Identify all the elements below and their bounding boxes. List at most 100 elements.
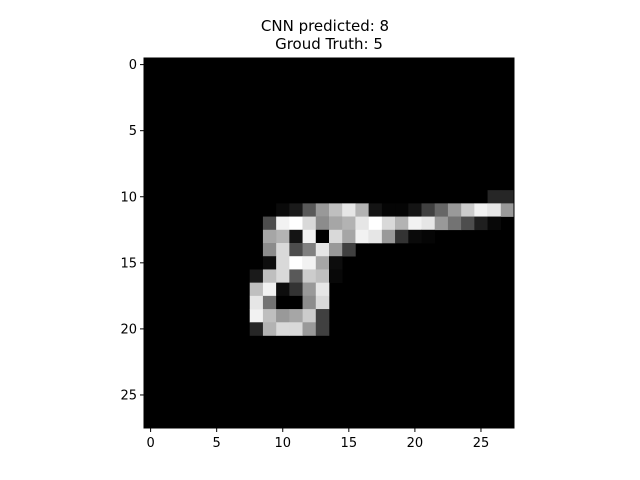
image-pixel	[289, 203, 303, 217]
image-pixel	[355, 203, 369, 217]
image-pixel	[249, 282, 264, 297]
image-pixel	[276, 322, 290, 336]
chart-title-line-2: Groud Truth: 5	[275, 35, 383, 53]
mnist-image	[144, 58, 515, 428]
image-pixel	[289, 309, 303, 323]
chart-title-line-1: CNN predicted: 8	[261, 17, 389, 35]
x-tick-label: 0	[146, 436, 154, 451]
image-pixel	[447, 203, 462, 217]
x-tick-label: 20	[407, 436, 424, 451]
image-pixel	[329, 269, 343, 283]
image-pixel	[434, 203, 449, 217]
image-pixel	[315, 269, 330, 283]
x-tick-label: 15	[341, 436, 358, 451]
image-pixel	[276, 269, 290, 283]
image-pixel	[276, 309, 290, 323]
image-pixel	[302, 229, 317, 244]
image-pixel	[262, 309, 277, 323]
image-pixel	[302, 322, 317, 336]
image-pixel	[395, 216, 409, 231]
image-pixel	[262, 229, 277, 244]
image-pixel	[276, 216, 290, 231]
axes-frame	[143, 57, 515, 429]
image-pixel	[289, 229, 303, 244]
image-pixel	[368, 203, 383, 217]
image-pixel	[289, 295, 303, 310]
image-pixel	[262, 216, 277, 231]
image-pixel	[249, 309, 264, 323]
image-pixel	[329, 229, 343, 244]
image-pixel	[315, 282, 330, 297]
image-pixel	[262, 322, 277, 336]
image-pixel	[262, 269, 277, 283]
image-pixel	[262, 243, 277, 257]
image-pixel	[500, 203, 515, 217]
image-pixel	[262, 295, 277, 310]
image-pixel	[461, 216, 475, 231]
x-tick-label: 5	[213, 436, 221, 451]
image-pixel	[421, 203, 436, 217]
image-pixel	[342, 243, 356, 257]
image-pixel	[329, 203, 343, 217]
image-pixel	[329, 216, 343, 231]
image-pixel	[342, 216, 356, 231]
image-pixel	[342, 229, 356, 244]
image-pixel	[289, 282, 303, 297]
image-pixel	[302, 269, 317, 283]
image-pixel	[487, 190, 502, 204]
image-pixel	[487, 216, 502, 231]
image-pixel	[395, 229, 409, 244]
image-pixel	[289, 256, 303, 270]
image-pixel	[249, 269, 264, 283]
image-pixel	[329, 243, 343, 257]
image-pixel	[500, 190, 515, 204]
image-pixel	[329, 256, 343, 270]
image-pixel	[315, 309, 330, 323]
image-pixel	[421, 229, 436, 244]
image-pixel	[315, 229, 330, 244]
image-pixel	[276, 295, 290, 310]
image-pixel	[302, 295, 317, 310]
image-pixel	[276, 229, 290, 244]
image-pixel	[315, 216, 330, 231]
y-tick-label: 0	[129, 58, 137, 73]
image-pixel	[289, 322, 303, 336]
image-pixel	[276, 243, 290, 257]
image-pixel	[302, 203, 317, 217]
image-pixel	[461, 203, 475, 217]
image-pixel	[315, 256, 330, 270]
image-pixel	[381, 216, 396, 231]
image-pixel	[289, 216, 303, 231]
image-pixel	[302, 309, 317, 323]
image-pixel	[249, 295, 264, 310]
image-pixel	[276, 203, 290, 217]
image-pixel	[368, 229, 383, 244]
image-pixel	[262, 282, 277, 297]
image-pixel	[408, 216, 422, 231]
y-tick-label: 20	[120, 322, 137, 337]
image-pixel	[289, 243, 303, 257]
image-pixel	[315, 243, 330, 257]
image-pixel	[434, 216, 449, 231]
image-pixel	[262, 256, 277, 270]
y-tick-label: 10	[120, 190, 137, 205]
image-pixel	[421, 216, 436, 231]
x-tick-label: 25	[473, 436, 490, 451]
x-tick-label: 10	[274, 436, 291, 451]
image-pixel	[408, 229, 422, 244]
image-pixel	[276, 282, 290, 297]
image-pixel	[474, 216, 488, 231]
y-tick-label: 15	[120, 256, 137, 271]
image-pixel	[302, 256, 317, 270]
y-tick-label: 5	[129, 124, 137, 139]
image-pixel	[355, 216, 369, 231]
image-pixel	[302, 243, 317, 257]
image-pixel	[302, 282, 317, 297]
image-pixel	[315, 322, 330, 336]
image-pixel	[315, 295, 330, 310]
image-pixel	[381, 203, 396, 217]
axis-ticks: 0 5 10 15 20 25 0 5 10 15 20 25	[120, 58, 489, 451]
image-pixel	[315, 203, 330, 217]
image-pixel	[342, 203, 356, 217]
